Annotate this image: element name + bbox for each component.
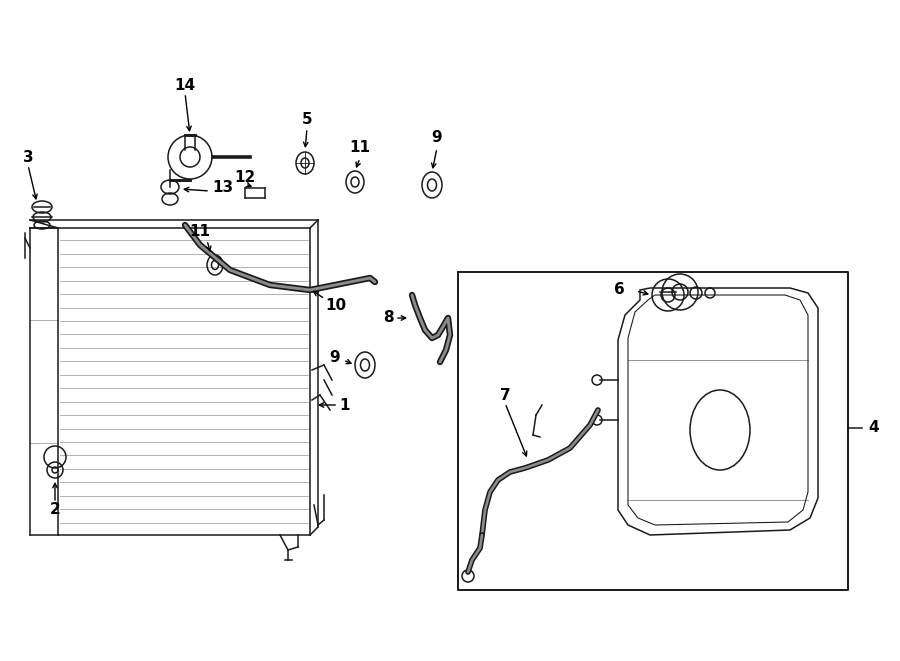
Text: 9: 9 (432, 130, 442, 145)
Text: 2: 2 (50, 502, 60, 518)
Text: 11: 11 (190, 225, 211, 239)
Text: 3: 3 (22, 149, 33, 165)
Text: 1: 1 (340, 397, 350, 412)
Text: 13: 13 (212, 180, 233, 196)
Text: 5: 5 (302, 112, 312, 128)
Text: 11: 11 (349, 141, 371, 155)
Text: 10: 10 (325, 297, 346, 313)
Text: 9: 9 (329, 350, 340, 364)
Text: 8: 8 (382, 311, 393, 325)
Text: 6: 6 (614, 282, 625, 297)
Text: 7: 7 (500, 387, 510, 403)
Text: 14: 14 (175, 77, 195, 93)
Text: 4: 4 (868, 420, 878, 436)
Text: 12: 12 (234, 171, 256, 186)
